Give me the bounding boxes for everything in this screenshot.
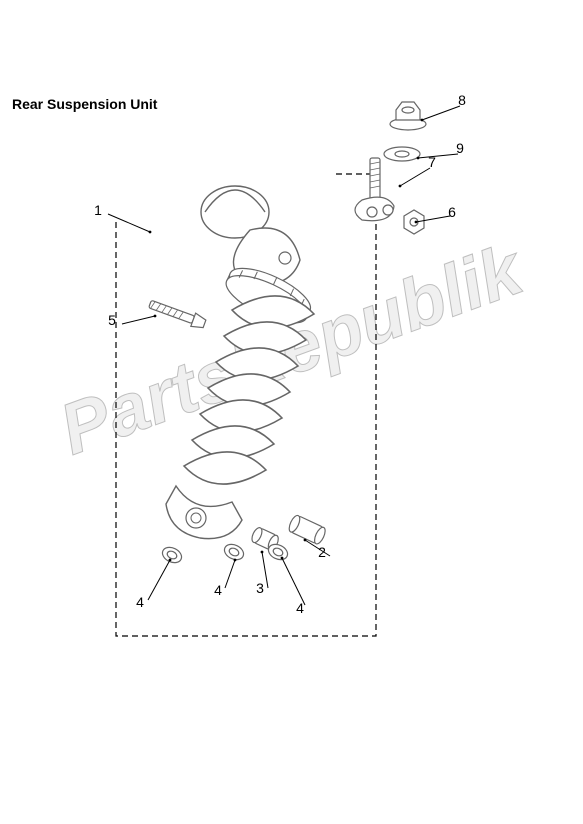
nut-6 <box>404 210 424 234</box>
callout-3: 3 <box>256 580 264 596</box>
callout-5: 5 <box>108 312 116 328</box>
seal-4c <box>160 544 184 565</box>
callout-8: 8 <box>458 92 466 108</box>
callout-6: 6 <box>448 204 456 220</box>
callout-4c: 4 <box>214 582 222 598</box>
clevis-7 <box>355 158 394 221</box>
diagram-svg <box>0 0 583 824</box>
bolt-5 <box>148 297 207 330</box>
callout-4a: 4 <box>296 600 304 616</box>
callout-7: 7 <box>428 154 436 170</box>
nut-8 <box>390 102 426 130</box>
callout-9: 9 <box>456 140 464 156</box>
callout-1: 1 <box>94 202 102 218</box>
callout-2: 2 <box>318 544 326 560</box>
spacer-2 <box>287 514 327 546</box>
shock-absorber <box>166 186 317 539</box>
callout-4b: 4 <box>136 594 144 610</box>
washer-9 <box>384 147 420 161</box>
